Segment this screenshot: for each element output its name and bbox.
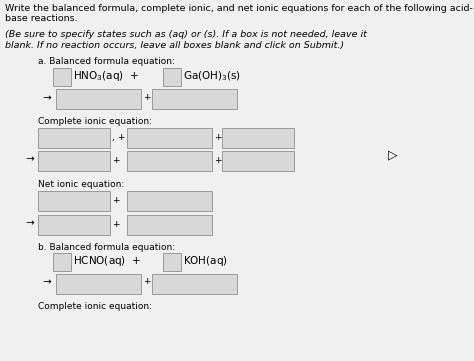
Bar [127, 191, 212, 211]
Text: →: → [42, 277, 51, 287]
Bar [53, 253, 71, 271]
Bar [53, 68, 71, 86]
Bar [127, 151, 212, 171]
Bar [127, 215, 212, 235]
Text: a. Balanced formula equation:: a. Balanced formula equation: [38, 57, 175, 66]
Text: +: + [143, 93, 151, 102]
Text: →: → [25, 218, 34, 228]
Text: +: + [214, 156, 221, 165]
Bar [56, 89, 141, 109]
Bar [38, 215, 110, 235]
Bar [222, 128, 294, 148]
Bar [163, 253, 181, 271]
Text: →: → [25, 154, 34, 164]
Text: Write the balanced formula, complete ionic, and net ionic equations for each of : Write the balanced formula, complete ion… [5, 4, 473, 13]
Bar [38, 151, 110, 171]
Text: +: + [112, 196, 119, 205]
Bar [152, 89, 237, 109]
Bar [56, 274, 141, 294]
Text: $\mathregular{HCNO(aq)}$  +: $\mathregular{HCNO(aq)}$ + [73, 254, 141, 268]
Text: $\mathregular{Ga(OH)_3(s)}$: $\mathregular{Ga(OH)_3(s)}$ [183, 69, 241, 83]
Bar [222, 151, 294, 171]
Text: blank. If no reaction occurs, leave all boxes blank and click on Submit.): blank. If no reaction occurs, leave all … [5, 41, 344, 50]
Text: +: + [112, 220, 119, 229]
Text: Complete ionic equation:: Complete ionic equation: [38, 117, 152, 126]
Text: +: + [117, 133, 125, 142]
Text: +: + [112, 156, 119, 165]
Text: ▷: ▷ [388, 148, 398, 161]
Bar [127, 128, 212, 148]
Text: ,: , [111, 133, 114, 142]
Bar [38, 128, 110, 148]
Text: +: + [143, 277, 151, 286]
Text: base reactions.: base reactions. [5, 14, 78, 23]
Text: Complete ionic equation:: Complete ionic equation: [38, 302, 152, 311]
Text: →: → [42, 93, 51, 103]
Text: $\mathregular{HNO_3(aq)}$  +: $\mathregular{HNO_3(aq)}$ + [73, 69, 139, 83]
Text: b. Balanced formula equation:: b. Balanced formula equation: [38, 243, 175, 252]
Bar [152, 274, 237, 294]
Bar [163, 68, 181, 86]
Text: Net ionic equation:: Net ionic equation: [38, 180, 124, 189]
Bar [38, 191, 110, 211]
Text: +: + [214, 133, 221, 142]
Text: $\mathregular{KOH(aq)}$: $\mathregular{KOH(aq)}$ [183, 254, 228, 268]
Text: (Be sure to specify states such as (aq) or (s). If a box is not needed, leave it: (Be sure to specify states such as (aq) … [5, 30, 367, 39]
